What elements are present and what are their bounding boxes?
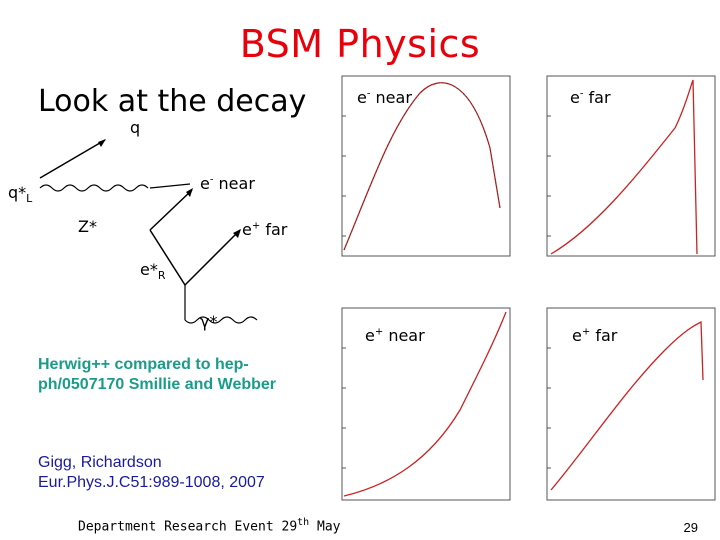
reference-line-2: Eur.Phys.J.C51:989-1008, 2007 <box>38 474 265 491</box>
reference-line-1: Gigg, Richardson <box>38 454 162 471</box>
slide-title: BSM Physics <box>239 22 481 66</box>
e-star-line <box>149 229 186 286</box>
plot-4-label: e+ far <box>572 326 618 345</box>
q-arrow <box>98 139 106 147</box>
slide-subtitle: Look at the decay <box>38 84 307 119</box>
plot-3-label: e+ near <box>365 326 425 345</box>
e-far-line <box>184 229 241 286</box>
plot-2-label: e- far <box>570 88 611 107</box>
z-star-label: Z* <box>78 217 97 236</box>
e-star-label: e*R <box>140 260 166 283</box>
herwig-note: Herwig++ compared to hep-ph/0507170 Smil… <box>38 356 277 393</box>
q-line <box>39 139 106 179</box>
decay-diagram <box>39 139 258 324</box>
plot-e-minus-far <box>546 75 716 257</box>
plot-1-label: e- near <box>357 88 412 107</box>
footer-text: Department Research Event 29th May <box>78 517 341 535</box>
gamma-label: γ* <box>200 312 218 331</box>
q-label: q <box>130 118 141 137</box>
plot-e-plus-far <box>546 307 716 501</box>
page-number: 29 <box>683 520 698 535</box>
plot-e-minus-near <box>341 75 511 257</box>
boson-line-1 <box>39 184 149 192</box>
gamma-line <box>184 316 258 324</box>
q-star-label: q*L <box>8 183 33 206</box>
e-near-line <box>149 189 193 231</box>
plot-e-plus-near <box>341 307 511 501</box>
e-minus-near-label: e- near <box>200 174 255 193</box>
e-plus-far-label: e+ far <box>242 220 288 239</box>
